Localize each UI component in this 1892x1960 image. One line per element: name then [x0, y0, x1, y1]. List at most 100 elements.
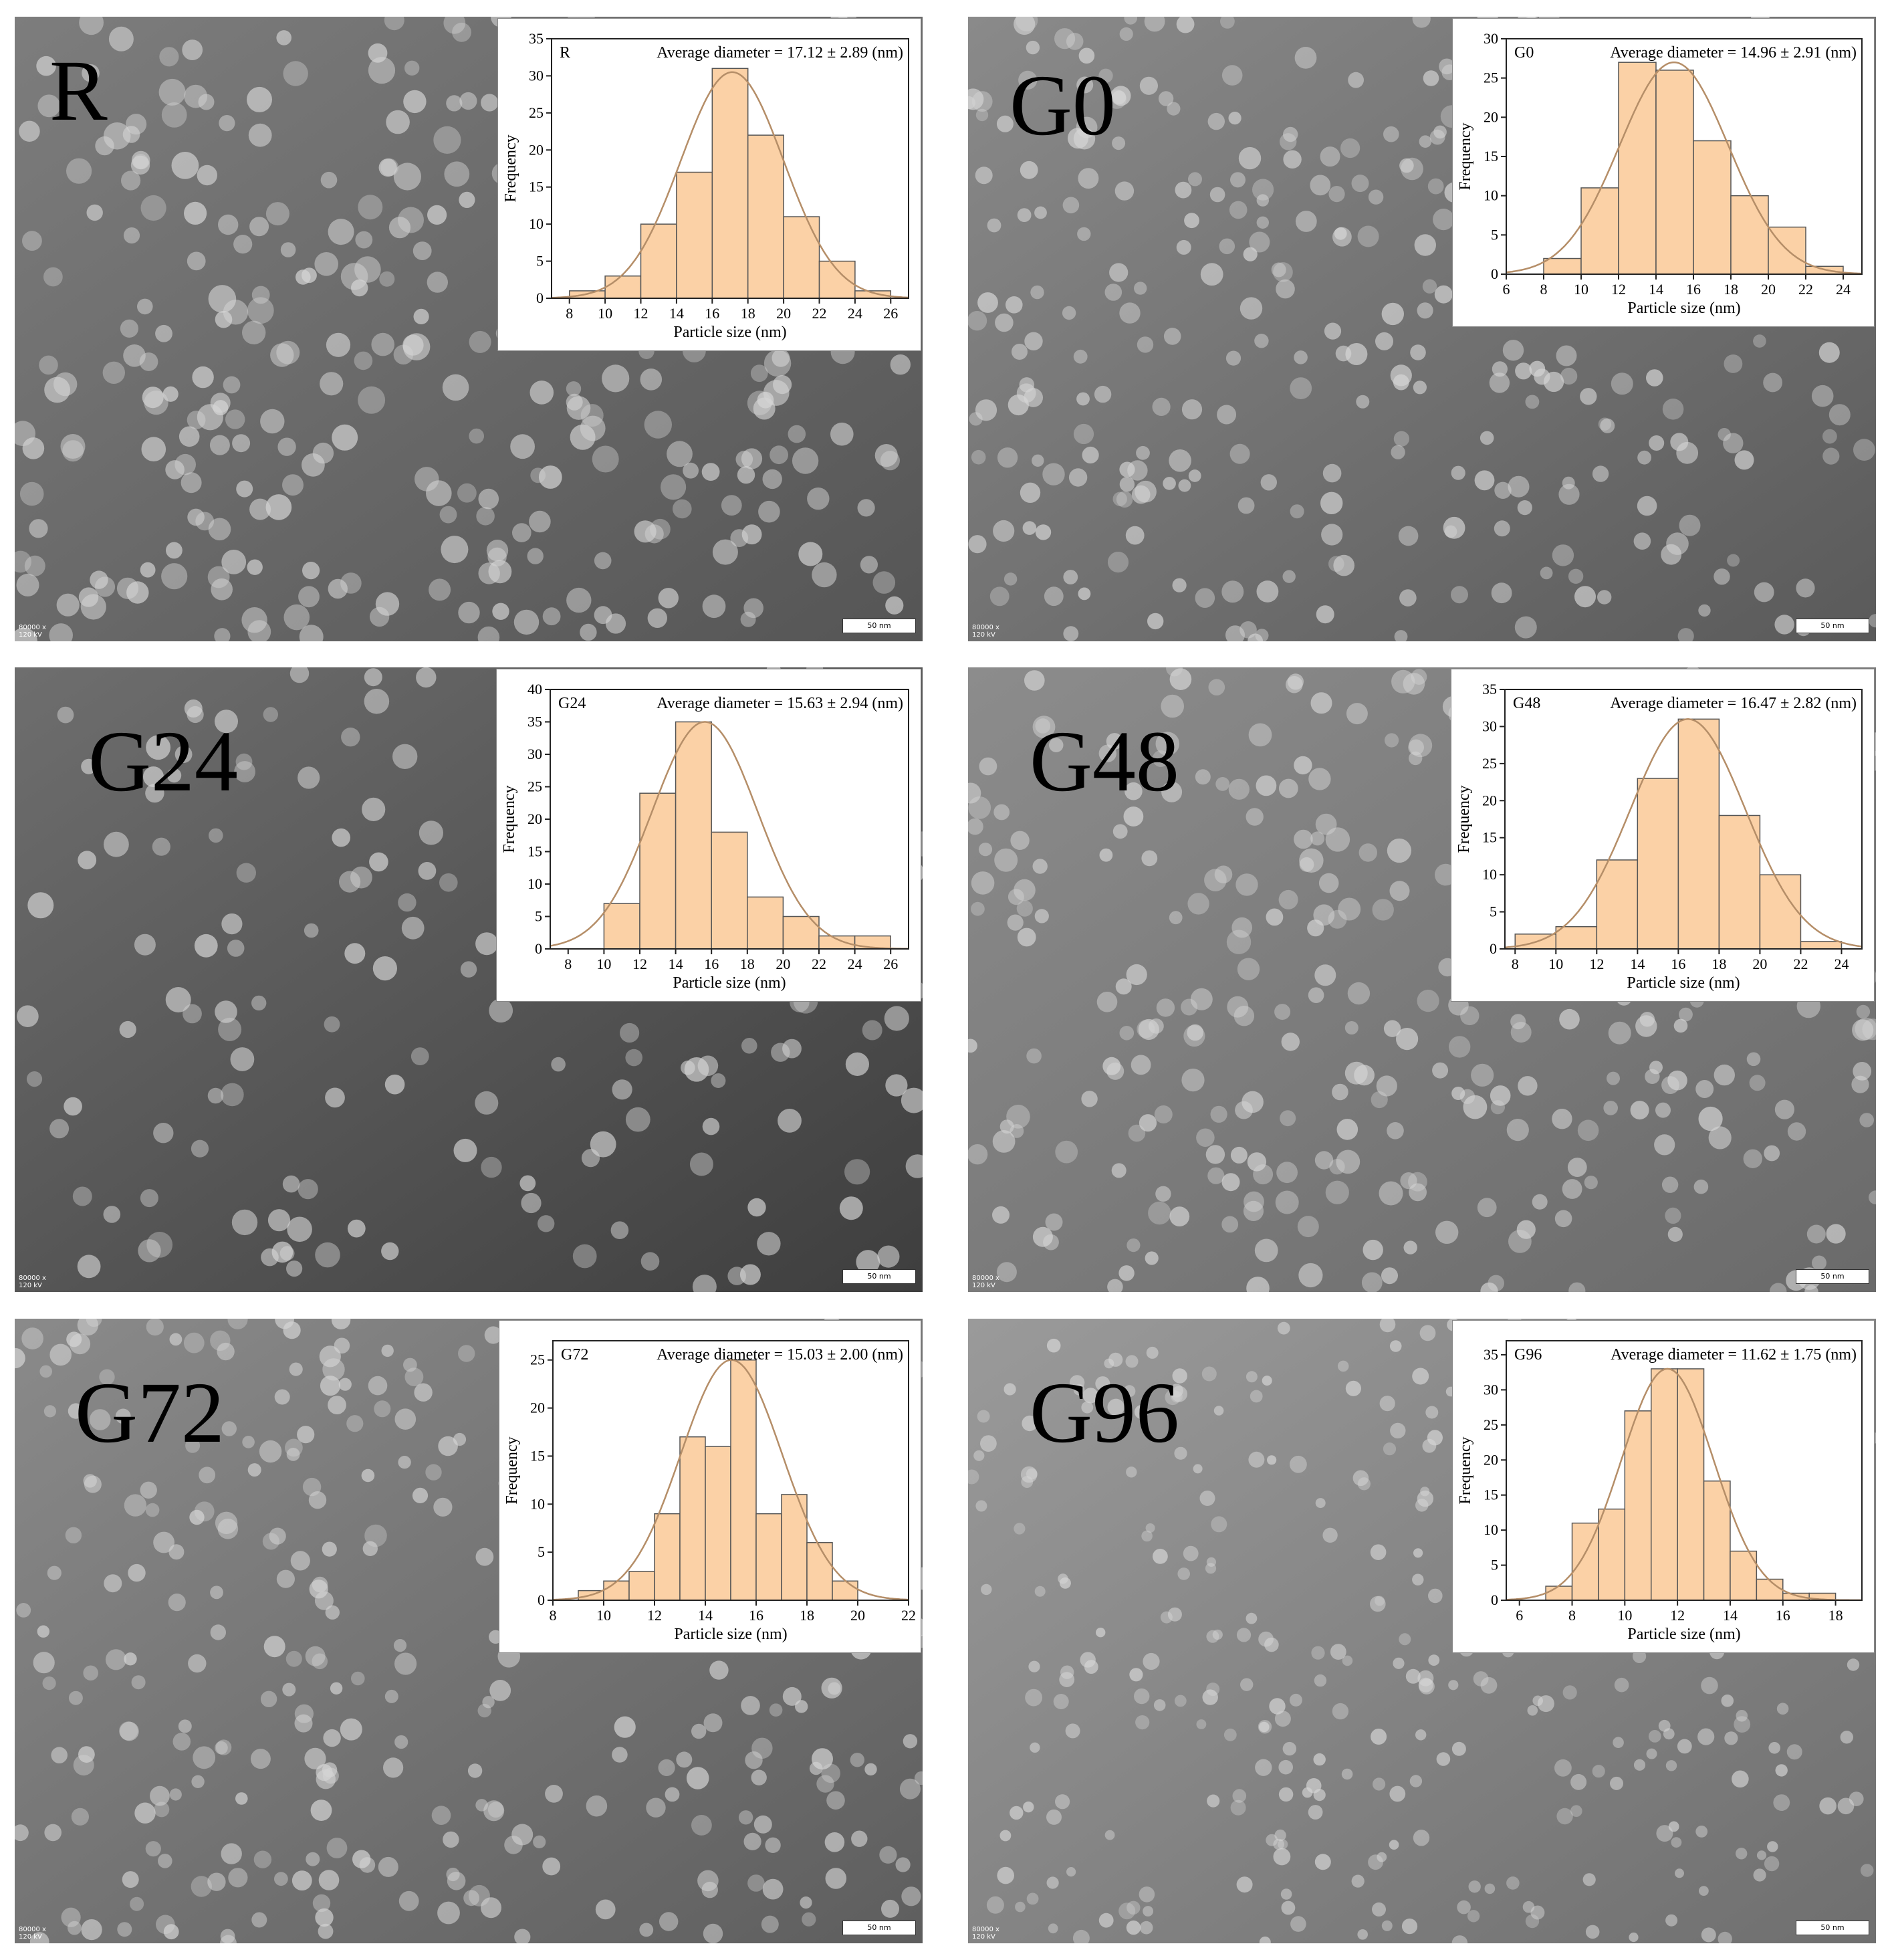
particle: [1804, 1285, 1818, 1292]
particle: [802, 1912, 816, 1927]
particle: [1763, 372, 1782, 393]
particle: [1414, 234, 1436, 256]
particle: [1187, 893, 1209, 915]
particle: [1232, 1789, 1247, 1803]
particle: [1310, 692, 1332, 714]
particle: [1443, 516, 1465, 539]
particle: [290, 1551, 310, 1571]
particle: [1246, 1371, 1258, 1383]
particle: [1401, 1919, 1418, 1935]
particle: [65, 1527, 82, 1543]
particle: [640, 368, 663, 391]
particle: [1063, 570, 1078, 584]
particle: [1423, 70, 1439, 86]
particle: [105, 1649, 127, 1670]
particle: [1118, 1902, 1136, 1920]
particle: [1408, 739, 1424, 756]
magnification-readout: 80000 x 120 kV: [972, 1926, 999, 1941]
particle: [215, 1741, 228, 1755]
particle: [1425, 1406, 1439, 1419]
particle: [1389, 1785, 1406, 1802]
particle: [1806, 1224, 1826, 1244]
particle: [1010, 831, 1030, 850]
particle: [1073, 423, 1094, 445]
particle: [221, 913, 243, 935]
particle: [234, 761, 255, 782]
particle: [1448, 1680, 1459, 1691]
particle: [24, 555, 45, 576]
particle: [1673, 1018, 1688, 1033]
particle: [1368, 1854, 1383, 1870]
particle: [1239, 297, 1263, 320]
particle: [223, 376, 241, 394]
particle: [1225, 625, 1245, 641]
particle: [484, 1326, 502, 1344]
histogram-inset: 6 8 10 12 14 16 18 20 22 24 0 5 10 15 20 25 30 Particle s…: [1452, 18, 1875, 327]
x-tick-label: 10: [1617, 1607, 1632, 1624]
particle: [1023, 1802, 1034, 1813]
particle: [1016, 383, 1036, 403]
particle: [1273, 262, 1293, 282]
particle: [1246, 808, 1264, 826]
x-tick-label: 24: [848, 956, 862, 972]
particle: [1246, 1612, 1258, 1624]
particle: [551, 1057, 566, 1072]
particle: [1054, 28, 1076, 49]
particle: [1045, 1213, 1063, 1231]
particle: [1435, 1220, 1459, 1244]
x-tick-label: 20: [776, 305, 791, 322]
particle: [989, 586, 1010, 607]
particle: [1853, 439, 1875, 461]
particle: [403, 90, 427, 114]
particle: [340, 572, 362, 594]
particle: [1754, 582, 1774, 603]
particle: [996, 115, 1014, 132]
histogram-bar: [1718, 814, 1761, 950]
x-tick-label: 16: [1776, 1607, 1790, 1624]
particle: [1764, 1145, 1780, 1162]
particle: [1207, 112, 1225, 130]
particle: [221, 1843, 242, 1864]
chart-series-tag: G48: [1513, 695, 1540, 712]
particle: [1243, 1200, 1264, 1221]
histogram-bar: [1637, 778, 1679, 950]
particle: [857, 499, 875, 517]
plot-frame: [551, 38, 909, 299]
particle: [79, 17, 104, 35]
particle: [572, 1244, 597, 1269]
histogram-bar: [1598, 1508, 1626, 1601]
particle: [16, 573, 39, 596]
particle: [193, 1746, 216, 1769]
particle: [602, 364, 630, 393]
particle: [1049, 738, 1064, 752]
particle: [235, 753, 253, 770]
particle: [533, 1835, 546, 1848]
particle: [1796, 578, 1815, 598]
tem-panel-g0: G0 6 8 10 12 14 16 18 20 22 24 0 5 10 15 20 25 30 Particl…: [968, 17, 1876, 641]
particle: [992, 1130, 1016, 1153]
particle: [743, 1832, 761, 1850]
particle: [1736, 1848, 1748, 1860]
histogram-bar: [679, 1436, 706, 1601]
particle: [1255, 1759, 1272, 1776]
particle: [120, 319, 138, 338]
particle: [1695, 1080, 1714, 1098]
particle: [208, 518, 231, 541]
particle: [383, 1757, 404, 1778]
x-tick-label: 16: [704, 956, 719, 972]
particle: [247, 297, 274, 324]
particle: [1562, 476, 1575, 489]
particle: [1633, 532, 1651, 550]
particle: [1134, 282, 1147, 295]
particle: [1701, 1927, 1716, 1943]
particle: [43, 267, 63, 287]
particle: [1286, 675, 1303, 693]
particle: [1439, 58, 1455, 75]
particle: [1491, 582, 1512, 604]
particle: [286, 1448, 300, 1461]
particle: [1063, 626, 1079, 641]
magnification-readout: 80000 x 120 kV: [972, 624, 999, 639]
particle: [1256, 580, 1279, 603]
x-tick-label: 24: [1836, 281, 1851, 298]
particle: [253, 1850, 272, 1868]
